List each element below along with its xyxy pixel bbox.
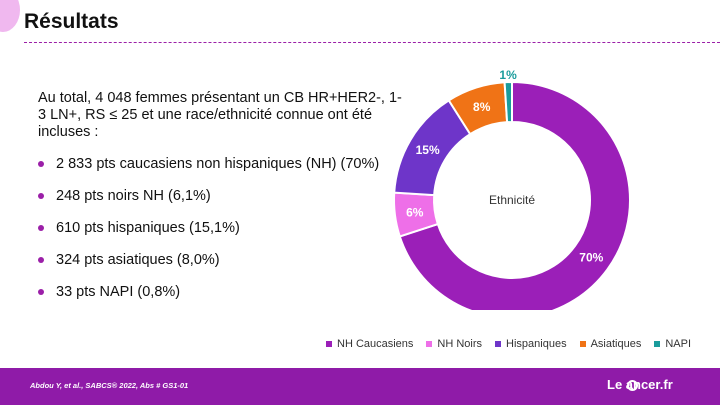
- bullet-icon: [38, 161, 44, 167]
- legend-label: NH Caucasiens: [337, 338, 414, 350]
- logo-c-icon: [627, 380, 638, 391]
- legend-label: Hispaniques: [506, 338, 567, 350]
- list-item-text: 33 pts NAPI (0,8%): [56, 284, 181, 300]
- legend-item: NH Noirs: [426, 338, 482, 350]
- bullet-icon: [38, 225, 44, 231]
- list-item-text: 610 pts hispaniques (15,1%): [56, 220, 240, 236]
- slice-data-label: 70%: [579, 251, 603, 265]
- donut-slice: [503, 80, 513, 124]
- list-item-text: 324 pts asiatiques (8,0%): [56, 252, 220, 268]
- list-item-text: 2 833 pts caucasiens non hispaniques (NH…: [56, 156, 380, 172]
- legend-label: NH Noirs: [437, 338, 483, 350]
- list-item: 2 833 pts caucasiens non hispaniques (NH…: [38, 156, 379, 172]
- list-item: 248 pts noirs NH (6,1%): [38, 188, 379, 204]
- donut-slice: [398, 80, 630, 310]
- legend-item: NAPI: [654, 338, 691, 350]
- legend-label: NAPI: [665, 338, 692, 350]
- donut-center-label: Ethnicité: [489, 193, 535, 207]
- bullet-icon: [38, 257, 44, 263]
- legend-swatch: [654, 341, 661, 347]
- results-list: 2 833 pts caucasiens non hispaniques (NH…: [38, 156, 379, 316]
- legend-swatch: [495, 341, 502, 347]
- corner-decoration: [0, 0, 20, 32]
- legend-item: Asiatiques: [579, 338, 642, 350]
- site-logo: Le ancer.fr: [607, 377, 673, 392]
- legend-swatch: [326, 341, 332, 347]
- slice-data-label: 1%: [499, 70, 517, 82]
- legend-label: Asiatiques: [590, 338, 642, 350]
- list-item: 610 pts hispaniques (15,1%): [38, 220, 379, 236]
- slice-data-label: 8%: [473, 100, 491, 114]
- title-divider: [24, 42, 720, 43]
- page-title: Résultats: [24, 10, 119, 33]
- list-item: 324 pts asiatiques (8,0%): [38, 252, 379, 268]
- list-item-text: 248 pts noirs NH (6,1%): [56, 188, 211, 204]
- list-item: 33 pts NAPI (0,8%): [38, 284, 379, 300]
- bullet-icon: [38, 289, 44, 295]
- footer-citation: Abdou Y, et al., SABCS® 2022, Abs # GS1-…: [30, 381, 189, 390]
- legend-swatch: [579, 341, 586, 347]
- legend-item: Hispaniques: [495, 338, 567, 350]
- intro-text: Au total, 4 048 femmes présentant un CB …: [38, 90, 402, 140]
- slice-data-label: 15%: [416, 143, 440, 157]
- bullet-icon: [38, 193, 44, 199]
- chart-legend: NH Caucasiens NH Noirs Hispaniques Asiat…: [326, 338, 691, 350]
- slice-data-label: 6%: [406, 205, 424, 219]
- footer-bar: [0, 368, 720, 405]
- legend-swatch: [426, 341, 433, 347]
- legend-item: NH Caucasiens: [326, 338, 413, 350]
- ethnicity-donut-chart: 70% 6% 15% 8% 1% Ethnicité: [393, 70, 630, 310]
